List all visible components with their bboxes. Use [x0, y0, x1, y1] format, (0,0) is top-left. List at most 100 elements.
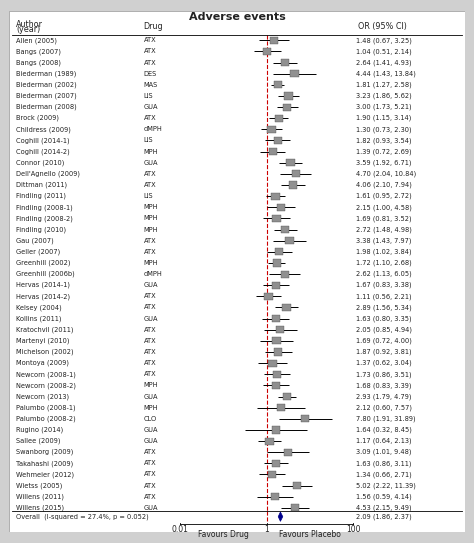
Text: Coghill (2014-2): Coghill (2014-2) [16, 148, 70, 155]
Text: 100: 100 [346, 525, 360, 534]
Text: Montoya (2009): Montoya (2009) [16, 360, 69, 367]
Text: Wehmeier (2012): Wehmeier (2012) [16, 471, 74, 478]
Text: ATX: ATX [144, 37, 156, 43]
Text: 1.48 (0.67, 3.25): 1.48 (0.67, 3.25) [356, 37, 412, 43]
Text: Drug: Drug [144, 22, 164, 31]
Bar [272, 460, 280, 467]
Text: Gau (2007): Gau (2007) [16, 237, 54, 244]
Text: Kollins (2011): Kollins (2011) [16, 315, 62, 322]
Text: GUA: GUA [144, 394, 158, 400]
Text: Swanborg (2009): Swanborg (2009) [16, 449, 73, 456]
Bar [301, 415, 309, 422]
Bar [265, 438, 273, 445]
Text: ATX: ATX [144, 115, 156, 121]
Text: 3.23 (1.86, 5.62): 3.23 (1.86, 5.62) [356, 93, 412, 99]
Text: 4.44 (1.43, 13.84): 4.44 (1.43, 13.84) [356, 71, 416, 77]
Text: ATX: ATX [144, 238, 156, 244]
Text: ATX: ATX [144, 249, 156, 255]
Text: Childress (2009): Childress (2009) [16, 126, 71, 132]
Bar [273, 260, 281, 267]
Text: ATX: ATX [144, 449, 156, 455]
Bar [268, 471, 276, 478]
Text: dMPH: dMPH [144, 127, 163, 132]
Bar [273, 371, 281, 378]
Text: Willens (2015): Willens (2015) [16, 504, 64, 511]
Text: 2.15 (1.00, 4.58): 2.15 (1.00, 4.58) [356, 204, 412, 211]
Text: Favours Placebo: Favours Placebo [279, 530, 341, 539]
Text: CLO: CLO [144, 416, 157, 422]
Text: Newcorn (2013): Newcorn (2013) [16, 393, 69, 400]
Text: Palumbo (2008-1): Palumbo (2008-1) [16, 405, 76, 411]
Text: Findling (2010): Findling (2010) [16, 226, 66, 233]
Bar [272, 193, 280, 200]
Text: 3.38 (1.43, 7.97): 3.38 (1.43, 7.97) [356, 237, 412, 244]
Text: Favours Drug: Favours Drug [198, 530, 249, 539]
Text: ATX: ATX [144, 182, 156, 188]
Text: LIS: LIS [144, 137, 154, 143]
Text: LIS: LIS [144, 193, 154, 199]
Text: ATX: ATX [144, 360, 156, 366]
Bar [272, 282, 280, 289]
Polygon shape [278, 512, 283, 521]
Text: GUA: GUA [144, 282, 158, 288]
Text: Findling (2008-2): Findling (2008-2) [16, 215, 73, 222]
Bar [283, 449, 292, 456]
Text: Biederman (2008): Biederman (2008) [16, 104, 77, 110]
Text: Biederman (2007): Biederman (2007) [16, 93, 77, 99]
Text: Biederman (1989): Biederman (1989) [16, 71, 77, 77]
Text: ATX: ATX [144, 371, 156, 377]
Text: 1.67 (0.83, 3.38): 1.67 (0.83, 3.38) [356, 282, 412, 288]
Text: 3.00 (1.73, 5.21): 3.00 (1.73, 5.21) [356, 104, 412, 110]
Bar [281, 226, 290, 233]
Text: MPH: MPH [144, 204, 158, 210]
Text: 2.89 (1.56, 5.34): 2.89 (1.56, 5.34) [356, 304, 412, 311]
Text: 1.81 (1.27, 2.58): 1.81 (1.27, 2.58) [356, 81, 412, 88]
Text: 1.68 (0.83, 3.39): 1.68 (0.83, 3.39) [356, 382, 412, 389]
Bar [281, 59, 289, 66]
Text: MPH: MPH [144, 382, 158, 388]
Text: Rugino (2014): Rugino (2014) [16, 427, 64, 433]
Bar [264, 293, 273, 300]
Text: GUA: GUA [144, 160, 158, 166]
Bar [271, 493, 279, 500]
Text: (year): (year) [16, 25, 41, 34]
Text: 1.56 (0.59, 4.14): 1.56 (0.59, 4.14) [356, 494, 412, 500]
Text: 1.82 (0.93, 3.54): 1.82 (0.93, 3.54) [356, 137, 412, 144]
Text: Adverse events: Adverse events [189, 12, 285, 22]
Bar [268, 359, 277, 367]
Text: MPH: MPH [144, 226, 158, 232]
Text: GUA: GUA [144, 438, 158, 444]
Bar [286, 159, 295, 166]
Bar [269, 148, 277, 155]
Text: ATX: ATX [144, 338, 156, 344]
Bar [293, 482, 301, 489]
Text: 1.64 (0.32, 8.45): 1.64 (0.32, 8.45) [356, 427, 412, 433]
Text: 4.06 (2.10, 7.94): 4.06 (2.10, 7.94) [356, 182, 412, 188]
Text: 2.72 (1.48, 4.98): 2.72 (1.48, 4.98) [356, 226, 412, 233]
Bar [273, 337, 281, 344]
Bar [291, 504, 299, 512]
Text: 1.63 (0.86, 3.11): 1.63 (0.86, 3.11) [356, 460, 412, 466]
Text: Findling (2011): Findling (2011) [16, 193, 66, 199]
Text: Brock (2009): Brock (2009) [16, 115, 59, 122]
Bar [277, 404, 285, 411]
Bar [270, 37, 278, 44]
Text: MPH: MPH [144, 405, 158, 411]
Bar [283, 304, 291, 311]
Text: Sallee (2009): Sallee (2009) [16, 438, 61, 444]
Text: 1: 1 [264, 525, 269, 534]
Bar [274, 349, 283, 356]
Text: Findling (2008-1): Findling (2008-1) [16, 204, 73, 211]
Text: ATX: ATX [144, 494, 156, 500]
Text: Dittman (2011): Dittman (2011) [16, 182, 67, 188]
Bar [275, 248, 283, 255]
Text: Allen (2005): Allen (2005) [16, 37, 57, 43]
Text: 2.05 (0.85, 4.94): 2.05 (0.85, 4.94) [356, 326, 412, 333]
Bar [291, 70, 299, 77]
Text: 1.90 (1.15, 3.14): 1.90 (1.15, 3.14) [356, 115, 411, 122]
Text: 2.93 (1.79, 4.79): 2.93 (1.79, 4.79) [356, 393, 412, 400]
Text: Geller (2007): Geller (2007) [16, 249, 61, 255]
Text: Author: Author [16, 20, 43, 29]
Text: Bangs (2008): Bangs (2008) [16, 59, 61, 66]
Text: 3.09 (1.01, 9.48): 3.09 (1.01, 9.48) [356, 449, 412, 456]
